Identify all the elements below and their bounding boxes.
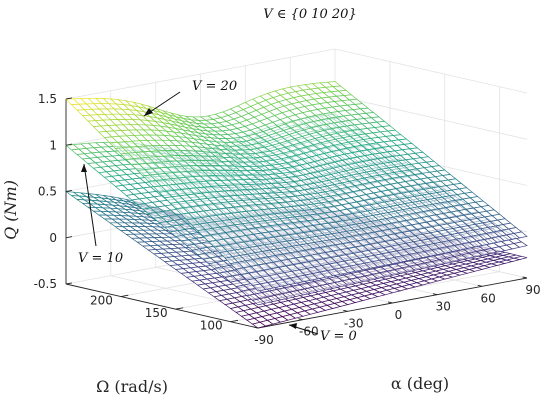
arrow-v20-head: [144, 108, 153, 116]
x-tick-label: 30: [436, 300, 451, 314]
y-tick-label: 200: [90, 294, 113, 308]
y-axis-label: Ω (rad/s): [96, 377, 168, 396]
surface-cell: [513, 231, 528, 239]
y-axis-line: [65, 283, 259, 329]
x-tick-label: 90: [525, 283, 540, 297]
chart-title: V ∈ {0 10 20}: [263, 7, 356, 22]
x-tick-label: -60: [299, 325, 319, 339]
annotation-v10: V = 10: [78, 251, 123, 266]
x-tick-mark: [477, 284, 483, 287]
annotation-v20: V = 20: [192, 79, 237, 94]
z-tick-label: 1.5: [38, 92, 57, 106]
x-tick-label: 0: [395, 308, 403, 322]
arrow-v10-head: [81, 164, 87, 172]
x-tick-mark: [388, 301, 393, 304]
x-tick-mark: [432, 293, 438, 296]
x-axis-label: α (deg): [391, 374, 449, 393]
y-tick-label: 100: [200, 319, 223, 333]
surface-v20: [65, 81, 528, 292]
z-tick-label: 1: [49, 138, 57, 152]
x-tick-mark: [253, 326, 259, 329]
z-tick-label: 0: [49, 231, 57, 245]
z-tick-mark: [65, 143, 73, 146]
y-tick-label: 150: [145, 306, 168, 320]
annotations: V = 20 V = 10 V = 0: [78, 79, 357, 344]
x-tick-label: 60: [481, 291, 496, 305]
z-tick-mark: [65, 236, 73, 239]
z-tick-mark: [65, 97, 73, 100]
z-tick-mark: [65, 282, 73, 285]
annotation-v0: V = 0: [320, 329, 357, 344]
y-tick-mark: [230, 319, 239, 323]
y-tick-mark: [175, 307, 184, 310]
surface-cell: [513, 255, 528, 260]
x-tick-label: -30: [344, 316, 364, 330]
x-tick-label: -90: [254, 333, 274, 347]
surface-meshes: [64, 81, 528, 329]
arrow-v0-head: [289, 323, 297, 329]
annotation-arrows: [81, 91, 319, 335]
x-tick-mark: [298, 318, 303, 321]
surface-cell: [513, 241, 528, 248]
x-tick-mark: [343, 309, 348, 312]
x-tick-mark: [522, 276, 528, 279]
y-tick-mark: [120, 294, 129, 298]
z-tick-label: -0.5: [34, 277, 57, 291]
z-tick-mark: [65, 189, 73, 192]
arrow-v10: [83, 163, 97, 247]
z-tick-label: 0.5: [38, 185, 57, 199]
z-axis-label: Q (Nm): [1, 180, 20, 240]
tick-labels: -90 -60 -30 0 30 60 90 100 150 200 -0.5 0 0.5 1 1.5: [34, 92, 541, 347]
